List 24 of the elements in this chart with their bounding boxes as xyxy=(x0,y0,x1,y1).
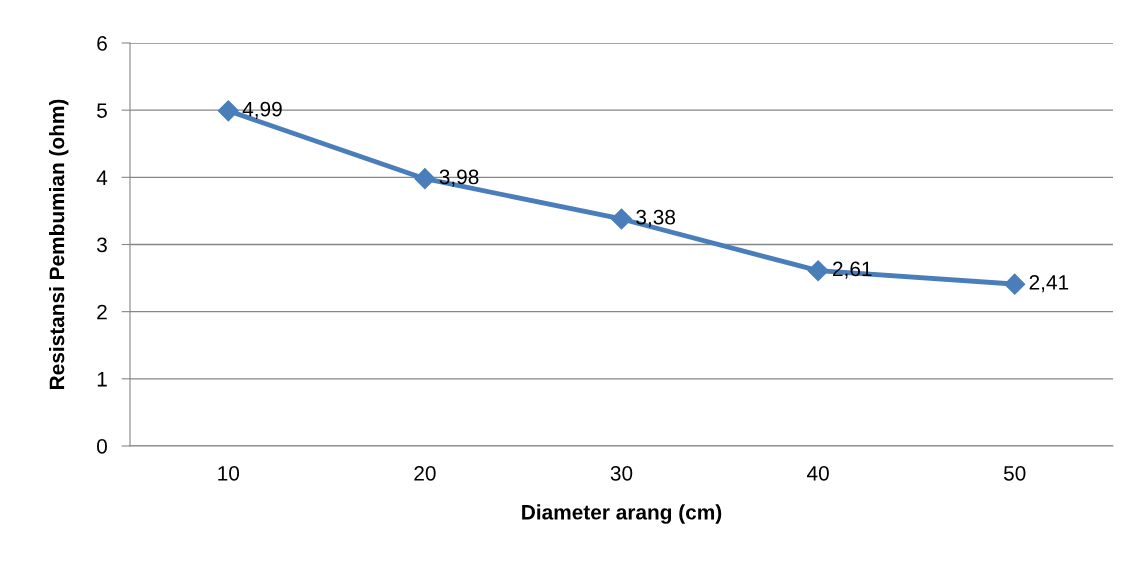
point xyxy=(807,260,829,282)
y-tick-label: 3 xyxy=(96,237,107,253)
data-label: 4,99 xyxy=(242,101,282,119)
y-tick-label: 0 xyxy=(97,439,107,454)
x-tick-label: 50 xyxy=(1003,465,1026,481)
point xyxy=(217,100,239,122)
y-axis-title: Resistansi Pembumian (ohm) xyxy=(48,99,69,389)
x-tick-label: 10 xyxy=(218,465,240,481)
y-tick-label: 5 xyxy=(97,103,107,118)
data-label: 2,41 xyxy=(1029,274,1069,293)
x-tick-label: 30 xyxy=(610,465,633,481)
x-axis-title: Diameter arang (cm) xyxy=(522,504,722,524)
data-label: 3,98 xyxy=(439,169,479,187)
point xyxy=(610,208,633,230)
x-tick-label: 40 xyxy=(806,465,829,481)
x-tick-label: 20 xyxy=(414,465,436,481)
y-tick-label: 2 xyxy=(97,304,107,320)
y-tick-label: 1 xyxy=(97,372,107,387)
y-tick-label: 4 xyxy=(96,170,108,185)
point xyxy=(1004,273,1026,295)
point xyxy=(414,168,436,190)
data-label: 3,38 xyxy=(636,209,676,228)
data-label: 2,61 xyxy=(833,261,872,279)
y-tick-label: 6 xyxy=(97,36,107,51)
